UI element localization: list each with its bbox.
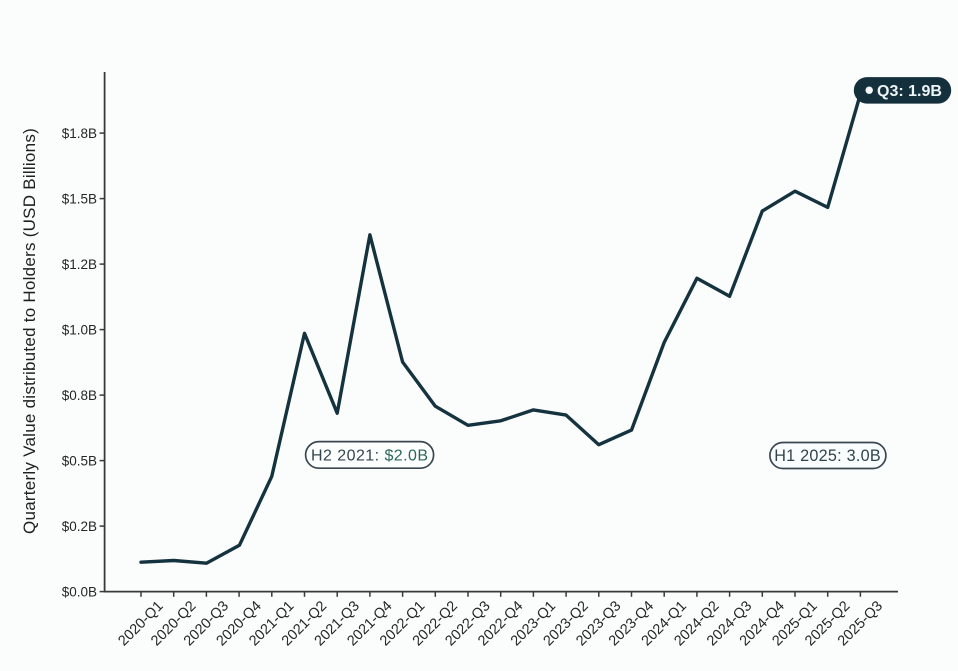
svg-text:$0.8B: $0.8B <box>62 388 97 403</box>
svg-text:$0.5B: $0.5B <box>62 453 97 468</box>
svg-text:H1 2025: 3.0B: H1 2025: 3.0B <box>774 447 881 465</box>
svg-text:Q3: 1.9B: Q3: 1.9B <box>877 83 942 100</box>
svg-text:Quarterly Value distributed to: Quarterly Value distributed to Holders (… <box>20 128 39 534</box>
svg-text:$1.5B: $1.5B <box>62 191 97 206</box>
svg-text:H2 2021: $2.0B: H2 2021: $2.0B <box>311 447 429 464</box>
svg-text:$0.0B: $0.0B <box>62 584 97 599</box>
svg-text:$1.2B: $1.2B <box>62 257 97 272</box>
svg-text:$1.8B: $1.8B <box>62 126 97 141</box>
svg-text:$1.0B: $1.0B <box>62 322 97 337</box>
svg-text:$0.2B: $0.2B <box>62 519 97 534</box>
